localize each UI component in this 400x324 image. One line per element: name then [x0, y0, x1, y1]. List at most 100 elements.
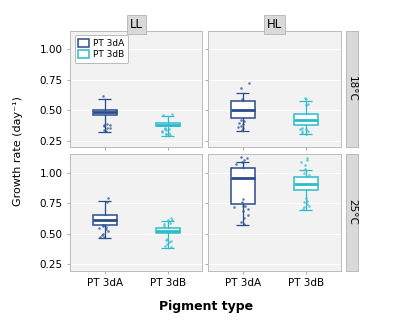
Point	[240, 121, 246, 126]
Point	[302, 96, 309, 101]
Point	[304, 201, 310, 206]
Bar	[294, 177, 318, 190]
Point	[239, 127, 245, 133]
Point	[105, 229, 111, 234]
Point	[240, 203, 246, 208]
Point	[96, 226, 102, 231]
Point	[239, 96, 245, 101]
Point	[299, 131, 306, 136]
Point	[161, 221, 167, 226]
Point	[303, 195, 309, 200]
Bar	[231, 168, 255, 204]
Point	[238, 199, 245, 204]
Point	[298, 125, 305, 130]
Point	[231, 205, 238, 210]
Point	[235, 124, 242, 130]
Point	[168, 238, 174, 244]
Point	[245, 81, 252, 86]
Point	[100, 94, 106, 99]
Legend: PT 3dA, PT 3dB: PT 3dA, PT 3dB	[74, 35, 128, 63]
Point	[241, 158, 247, 163]
Point	[162, 243, 168, 249]
Point	[163, 131, 170, 136]
Point	[303, 97, 310, 102]
Point	[163, 127, 169, 133]
Point	[238, 219, 244, 224]
Point	[241, 119, 247, 124]
Point	[306, 172, 312, 178]
Point	[238, 123, 244, 128]
Point	[168, 245, 174, 250]
Point	[103, 129, 110, 134]
Point	[240, 126, 246, 131]
Point	[298, 159, 304, 164]
Point	[305, 101, 311, 106]
Point	[233, 161, 240, 167]
Point	[238, 154, 244, 159]
Point	[101, 127, 108, 133]
Point	[296, 126, 303, 132]
Point	[99, 222, 106, 227]
Point	[302, 166, 308, 171]
Point	[244, 213, 251, 218]
Point	[301, 163, 308, 168]
Point	[106, 125, 113, 130]
Point	[167, 220, 174, 226]
Text: Growth rate (day⁻¹): Growth rate (day⁻¹)	[13, 96, 23, 206]
Point	[238, 118, 244, 123]
Point	[101, 123, 107, 128]
Point	[242, 203, 248, 209]
Point	[306, 203, 312, 208]
Point	[240, 197, 246, 202]
Bar	[156, 123, 180, 126]
Point	[239, 159, 245, 164]
Title: HL: HL	[267, 18, 282, 31]
Point	[162, 126, 168, 131]
Point	[300, 170, 307, 175]
Point	[106, 122, 113, 127]
Point	[159, 129, 166, 134]
Point	[166, 126, 172, 132]
Point	[299, 128, 305, 133]
Point	[168, 216, 174, 221]
Point	[164, 236, 170, 241]
Point	[303, 102, 310, 108]
Point	[166, 240, 172, 245]
Point	[104, 199, 110, 204]
Point	[301, 205, 308, 210]
Bar	[93, 110, 117, 115]
Point	[303, 127, 310, 132]
Point	[164, 217, 171, 222]
Point	[301, 199, 307, 204]
Point	[238, 86, 244, 91]
Title: LL: LL	[130, 18, 143, 31]
Point	[163, 237, 170, 242]
Point	[302, 131, 309, 136]
Point	[166, 132, 173, 137]
Point	[164, 241, 170, 246]
Bar	[93, 215, 117, 225]
Point	[104, 126, 110, 131]
Point	[158, 129, 165, 134]
Point	[160, 113, 166, 118]
Point	[244, 155, 251, 160]
Point	[99, 232, 106, 237]
Point	[240, 209, 246, 214]
Point	[101, 122, 107, 128]
Point	[102, 225, 109, 230]
Point	[104, 121, 110, 126]
Point	[100, 231, 106, 237]
Point	[304, 157, 310, 162]
Point	[236, 120, 242, 125]
Text: 25°C: 25°C	[347, 199, 357, 225]
Point	[165, 131, 172, 136]
Bar	[294, 114, 318, 125]
Point	[100, 235, 107, 240]
Point	[100, 223, 107, 228]
Point	[162, 127, 168, 132]
Point	[300, 207, 306, 212]
Text: 18°C: 18°C	[347, 76, 357, 102]
Point	[163, 132, 170, 137]
Point	[244, 207, 251, 212]
Point	[305, 129, 312, 134]
